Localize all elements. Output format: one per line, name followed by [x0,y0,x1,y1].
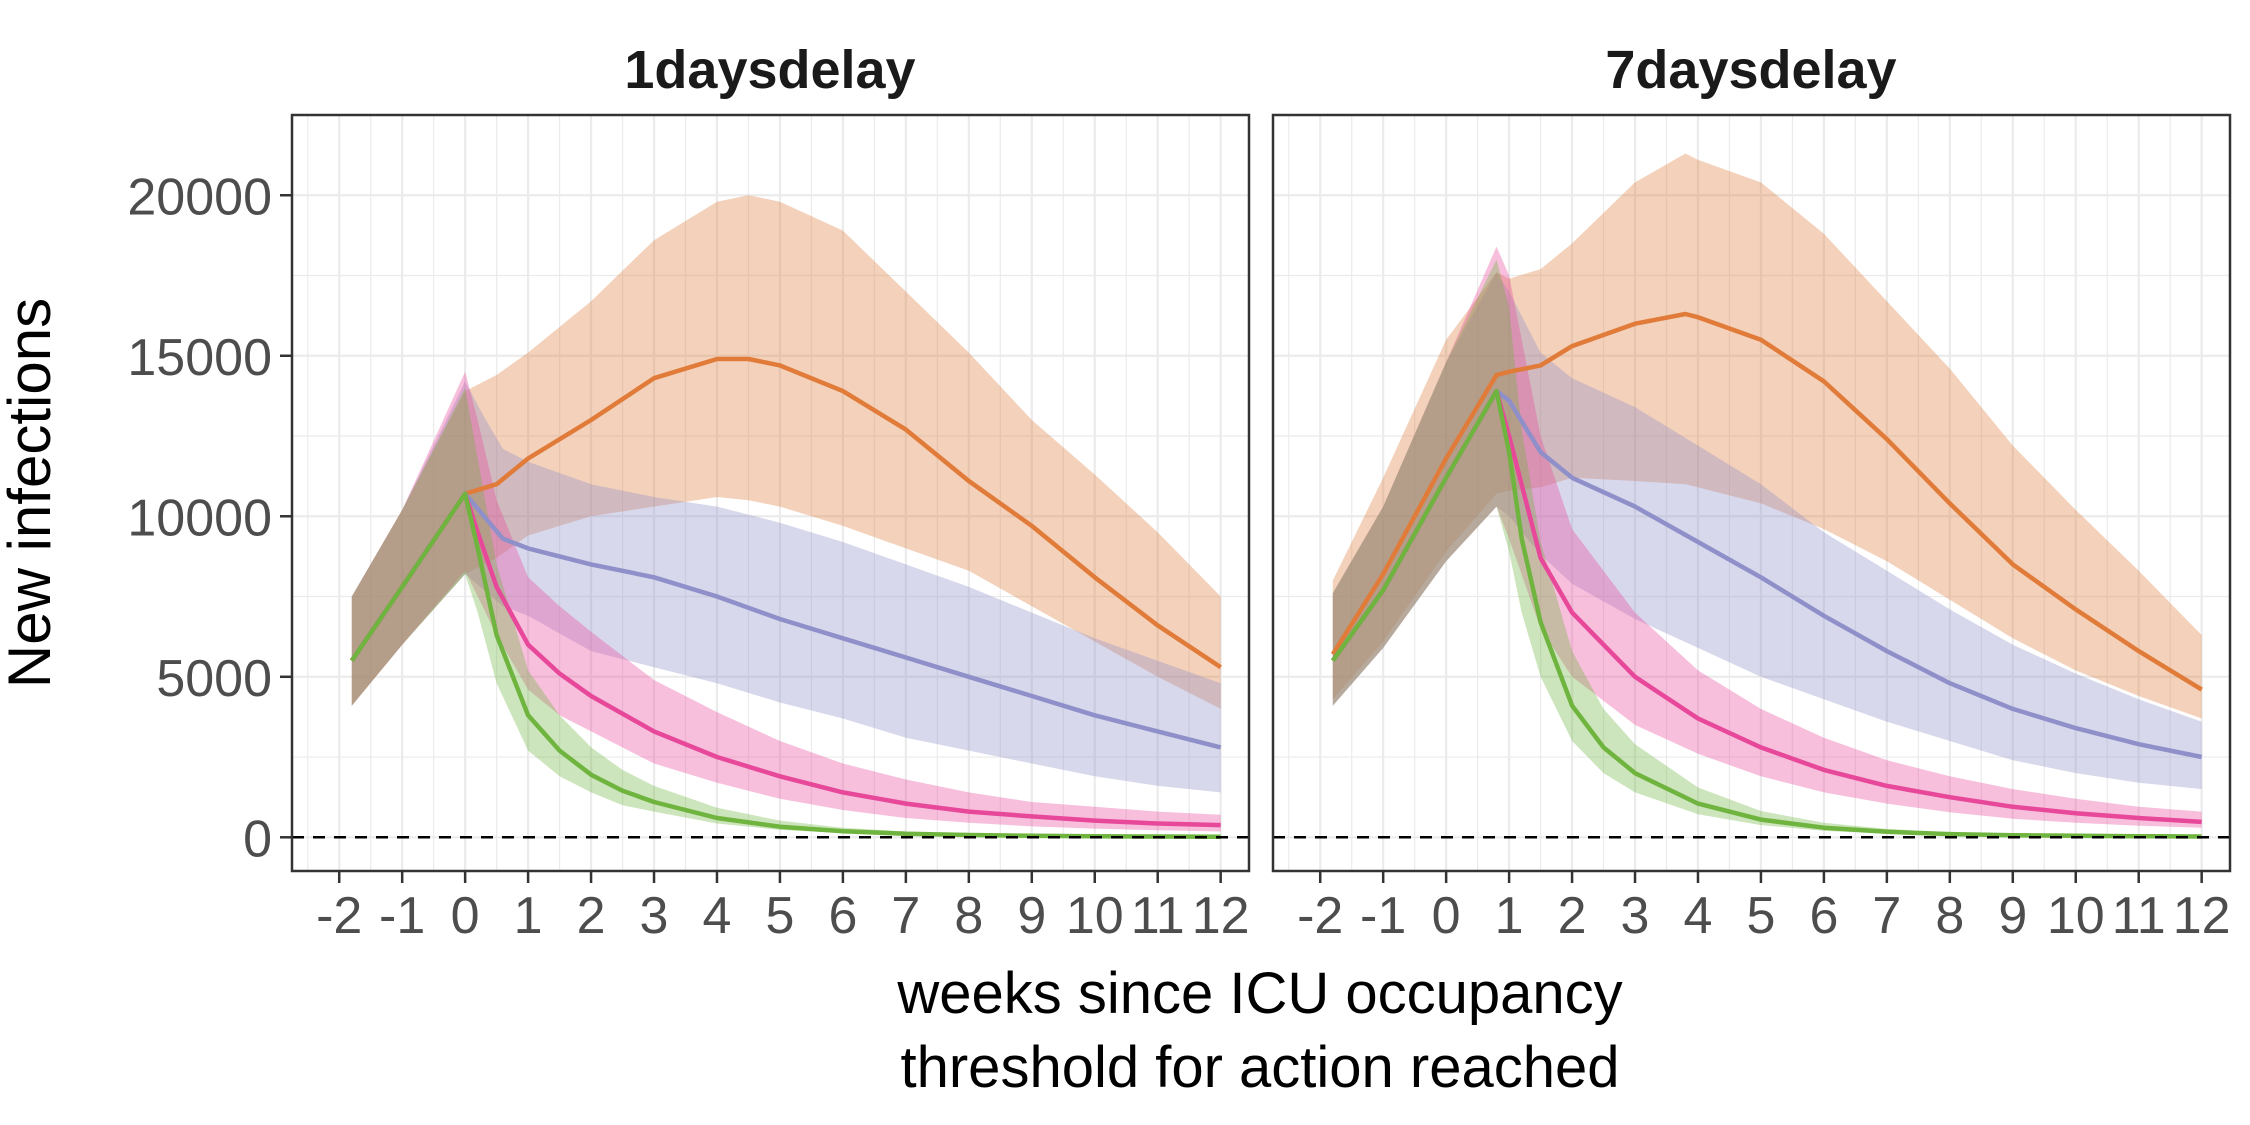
grid [292,114,1249,871]
x-tick-label: 3 [1621,887,1650,945]
y-tick-label: 0 [243,810,272,868]
panel-title: 1daysdelay [624,40,915,100]
line-green [1330,388,2202,839]
x-tick-label: 6 [828,887,857,945]
x-axis-ticks: -2 -1 0 1 2 3 4 5 6 7 8 9 10 11 12 [1297,871,2231,945]
x-tick-label: 5 [1746,887,1775,945]
y-tick-label: 5000 [156,650,272,708]
x-axis-ticks: -2 -1 0 1 2 3 4 5 6 7 8 9 10 11 12 [316,871,1250,945]
line-green [349,491,1221,839]
y-tick-label: 20000 [127,168,272,226]
confidence-bands [1332,153,2202,837]
band-orange [351,195,1221,709]
x-tick-label: 9 [1017,887,1046,945]
line-pink [349,491,1221,828]
x-tick-label: -2 [316,887,362,945]
x-tick-label: 4 [703,887,732,945]
x-tick-label: 11 [1131,887,1185,945]
x-tick-label: -2 [1297,887,1343,945]
line-orange [349,356,1222,670]
line-orange [1330,311,2203,692]
panel-7daysdelay: 7daysdelay -2 -1 0 1 2 3 4 5 6 7 8 9 10 11 12 [1271,40,2232,945]
x-tick-label: 11 [2112,887,2166,945]
x-tick-label: 2 [577,887,606,945]
x-tick-label: -1 [1360,887,1406,945]
band-green [1332,259,2202,837]
x-tick-label: 1 [514,887,543,945]
panel-background [292,115,1249,871]
band-pink [351,371,1221,832]
band-orange [1332,153,2202,719]
y-tick-label: 15000 [127,329,272,387]
panel-border [290,113,1251,873]
band-purple [1332,272,2202,790]
x-tick-label: 8 [1935,887,1964,945]
x-tick-label: 6 [1809,887,1838,945]
x-tick-label: 10 [1066,887,1124,945]
x-tick-label: 0 [1432,887,1461,945]
x-tick-label: 8 [954,887,983,945]
x-axis-title-line-2: threshold for action reached [901,1035,1620,1100]
x-tick-label: -1 [379,887,425,945]
x-tick-label: 4 [1684,887,1713,945]
panel-title: 7daysdelay [1605,40,1896,100]
x-tick-label: 7 [891,887,920,945]
y-tick-label: 10000 [127,489,272,547]
x-tick-label: 12 [2173,887,2231,945]
panel-1daysdelay: 1daysdelay -2 -1 0 1 2 3 4 5 6 7 8 9 10 11 12 05000100… [127,40,1251,945]
y-axis-ticks: 0 5000 10000 15000 20000 [127,168,292,868]
x-tick-label: 5 [765,887,794,945]
x-tick-label: 7 [1872,887,1901,945]
y-axis-title: New infections [0,298,63,688]
panel-border [1271,113,2232,873]
line-purple [349,491,1222,750]
x-tick-label: 9 [1998,887,2027,945]
x-tick-label: 12 [1192,887,1250,945]
series-lines [1330,311,2203,839]
x-tick-label: 3 [640,887,669,945]
x-tick-label: 10 [2047,887,2105,945]
x-axis-title-line-1: weeks since ICU occupancy [896,961,1622,1026]
series-lines [349,356,1222,839]
x-tick-label: 0 [451,887,480,945]
x-tick-label: 1 [1495,887,1524,945]
x-tick-label: 2 [1558,887,1587,945]
